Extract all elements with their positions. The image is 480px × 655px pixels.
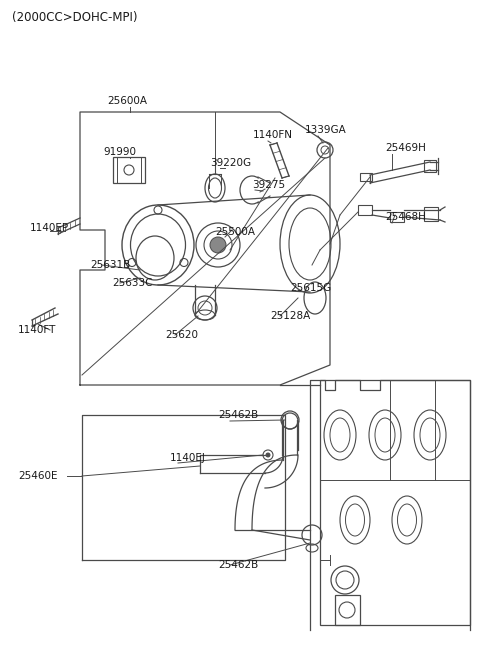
Text: 1140FN: 1140FN bbox=[253, 130, 293, 140]
Text: 25462B: 25462B bbox=[218, 560, 258, 570]
Text: 25462B: 25462B bbox=[218, 410, 258, 420]
Text: 1339GA: 1339GA bbox=[305, 125, 347, 135]
Bar bbox=[113, 157, 145, 183]
Text: 25500A: 25500A bbox=[215, 227, 255, 237]
Text: 39220G: 39220G bbox=[210, 158, 251, 168]
Text: 91990: 91990 bbox=[104, 147, 136, 157]
Text: 1140FT: 1140FT bbox=[18, 325, 56, 335]
Text: 25615G: 25615G bbox=[290, 283, 331, 293]
Text: 1140EJ: 1140EJ bbox=[170, 453, 206, 463]
Text: 25600A: 25600A bbox=[107, 96, 147, 106]
Bar bbox=[358, 205, 372, 215]
Circle shape bbox=[266, 453, 270, 457]
Text: 1140EP: 1140EP bbox=[30, 223, 69, 233]
Text: 25468H: 25468H bbox=[385, 212, 426, 222]
Text: (2000CC>DOHC-MPI): (2000CC>DOHC-MPI) bbox=[12, 12, 137, 24]
Bar bbox=[424, 160, 436, 172]
Text: 25620: 25620 bbox=[165, 330, 198, 340]
Text: 25469H: 25469H bbox=[385, 143, 426, 153]
Text: 25633C: 25633C bbox=[112, 278, 153, 288]
Bar bbox=[390, 212, 404, 222]
Text: 25460E: 25460E bbox=[18, 471, 58, 481]
Text: 25631B: 25631B bbox=[90, 260, 130, 270]
Bar bbox=[335, 595, 360, 625]
Circle shape bbox=[210, 237, 226, 253]
Text: 25128A: 25128A bbox=[270, 311, 310, 321]
Bar bbox=[360, 173, 372, 181]
Bar bbox=[424, 207, 438, 221]
Text: 39275: 39275 bbox=[252, 180, 285, 190]
